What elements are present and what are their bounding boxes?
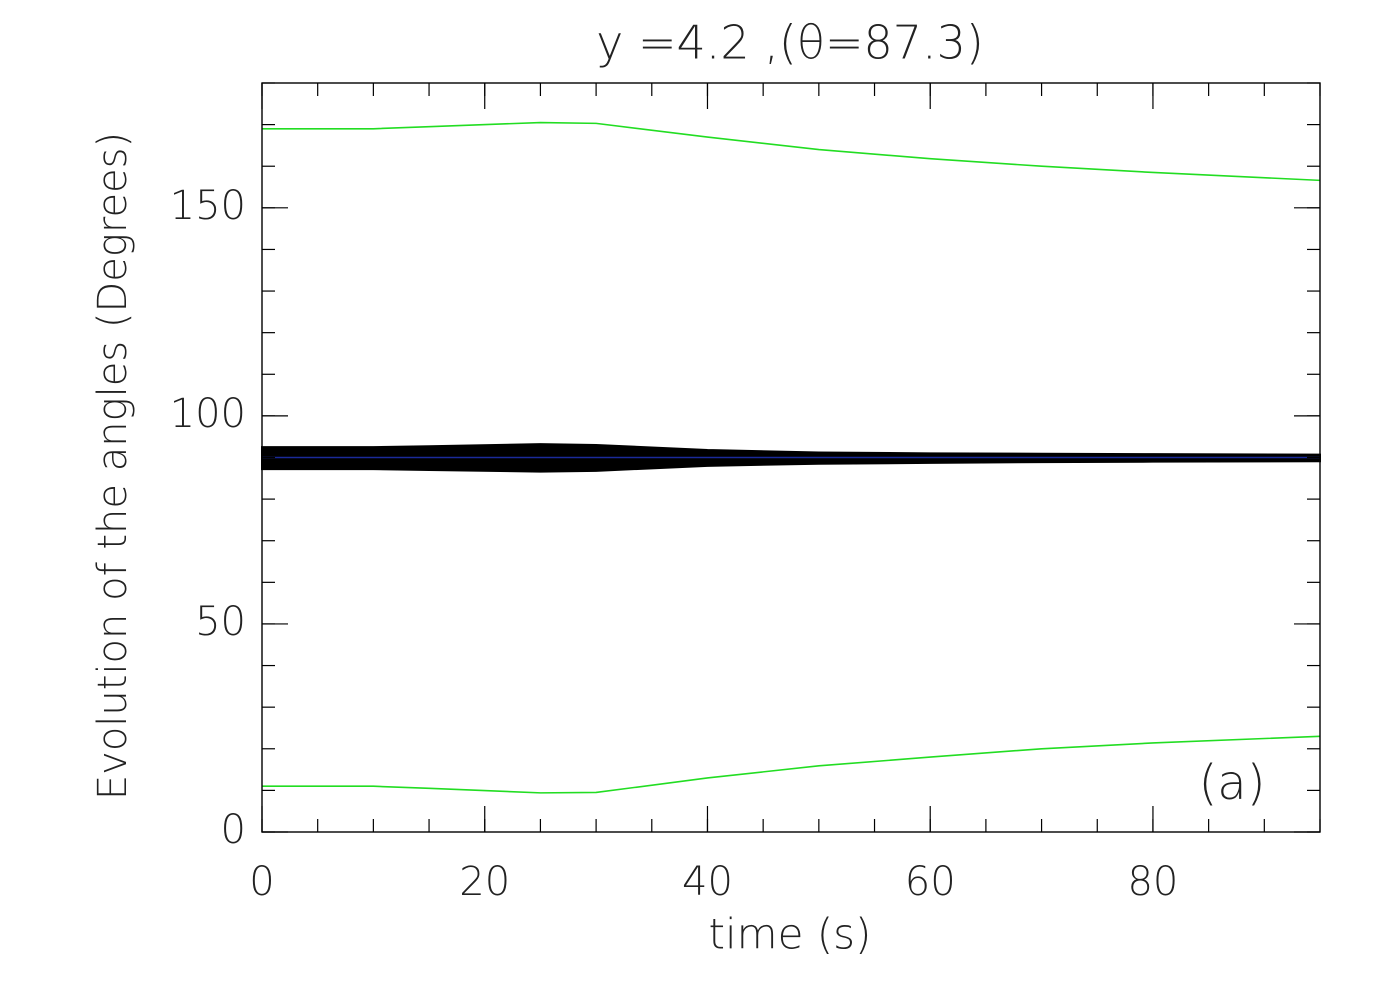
panel-annotation: (a) — [1199, 755, 1266, 811]
x-tick-label: 60 — [905, 859, 956, 905]
chart-title: y =4.2 ,(θ=87.3) — [596, 16, 984, 70]
x-axis-label: time (s) — [709, 910, 872, 959]
x-tick-label: 20 — [459, 859, 510, 905]
y-tick-label: 0 — [221, 807, 246, 853]
x-tick-label: 0 — [249, 859, 274, 905]
y-axis-label: Evolution of the angles (Degrees) — [90, 132, 136, 800]
y-tick-label: 50 — [195, 599, 246, 645]
x-tick-label: 80 — [1127, 859, 1178, 905]
x-tick-label: 40 — [682, 859, 733, 905]
y-tick-label: 150 — [170, 183, 246, 229]
y-tick-label: 100 — [170, 391, 246, 437]
series-line — [262, 121, 1321, 182]
series-line — [262, 735, 1321, 794]
